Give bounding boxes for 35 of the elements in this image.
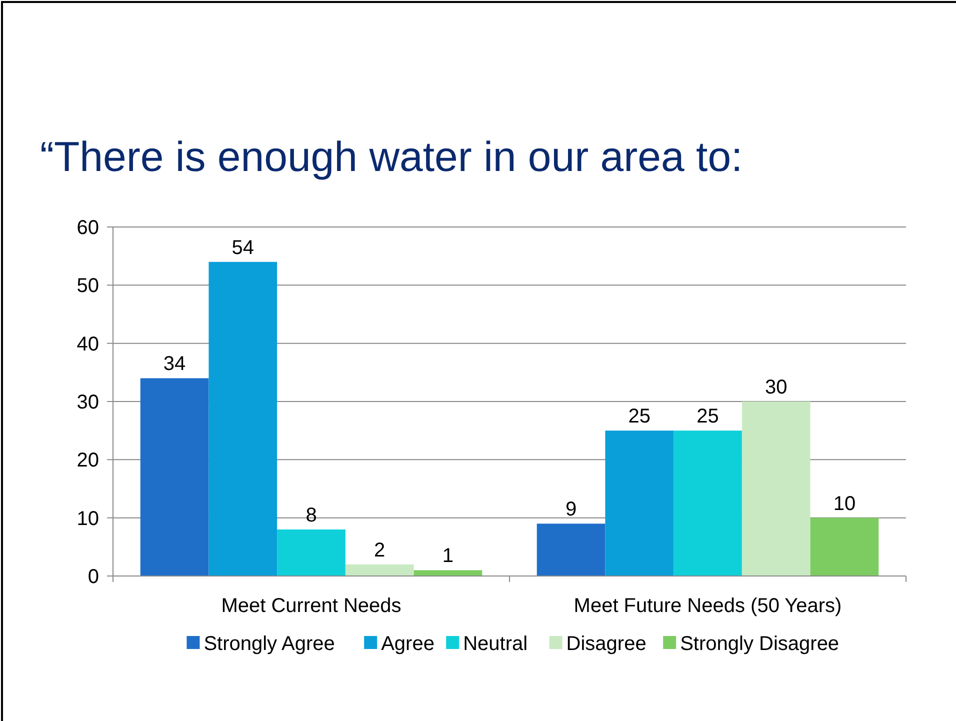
legend-label: Neutral	[463, 633, 528, 655]
data-label: 10	[833, 492, 856, 515]
legend-label: Strongly Disagree	[680, 633, 840, 655]
y-tick-label: 0	[88, 566, 99, 588]
x-tick-label: Meet Current Needs	[221, 595, 402, 617]
y-tick-label: 60	[76, 217, 99, 239]
x-tick-label: Meet Future Needs (50 Years)	[574, 595, 842, 617]
y-tick-label: 40	[76, 333, 99, 356]
bar	[810, 518, 879, 576]
bar	[277, 529, 346, 576]
bar	[414, 570, 482, 576]
data-label: 54	[232, 236, 254, 259]
data-label: 8	[306, 504, 317, 526]
y-tick-label: 10	[76, 508, 99, 530]
chart-title: “There is enough water in our area to:	[40, 133, 743, 180]
legend-label: Strongly Agree	[204, 633, 335, 655]
data-label: 30	[764, 376, 788, 398]
data-label: 25	[696, 406, 719, 428]
y-tick-label: 20	[76, 450, 99, 472]
legend-label: Disagree	[566, 633, 646, 655]
y-tick-label: 30	[76, 392, 99, 414]
bar	[345, 564, 414, 576]
data-label: 9	[565, 498, 577, 521]
bar	[605, 430, 674, 576]
bar	[674, 430, 742, 576]
data-label: 25	[628, 406, 651, 428]
legend-label: Agree	[381, 633, 434, 655]
y-tick-label: 50	[76, 275, 99, 298]
bar	[742, 402, 810, 576]
data-label: 34	[163, 353, 186, 376]
bar	[140, 378, 209, 576]
bar	[208, 262, 278, 576]
data-label: 1	[442, 545, 454, 568]
bar	[536, 524, 606, 576]
data-label: 2	[374, 539, 386, 562]
